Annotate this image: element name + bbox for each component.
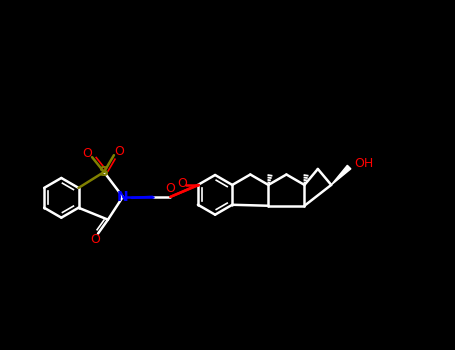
Text: OH: OH <box>354 156 373 170</box>
Text: O: O <box>82 147 92 160</box>
Text: N: N <box>117 190 129 204</box>
Text: O: O <box>177 177 187 190</box>
Text: S: S <box>99 165 109 179</box>
Text: O: O <box>166 182 175 195</box>
Polygon shape <box>331 165 351 185</box>
Text: O: O <box>114 145 124 158</box>
Text: O: O <box>90 233 100 246</box>
